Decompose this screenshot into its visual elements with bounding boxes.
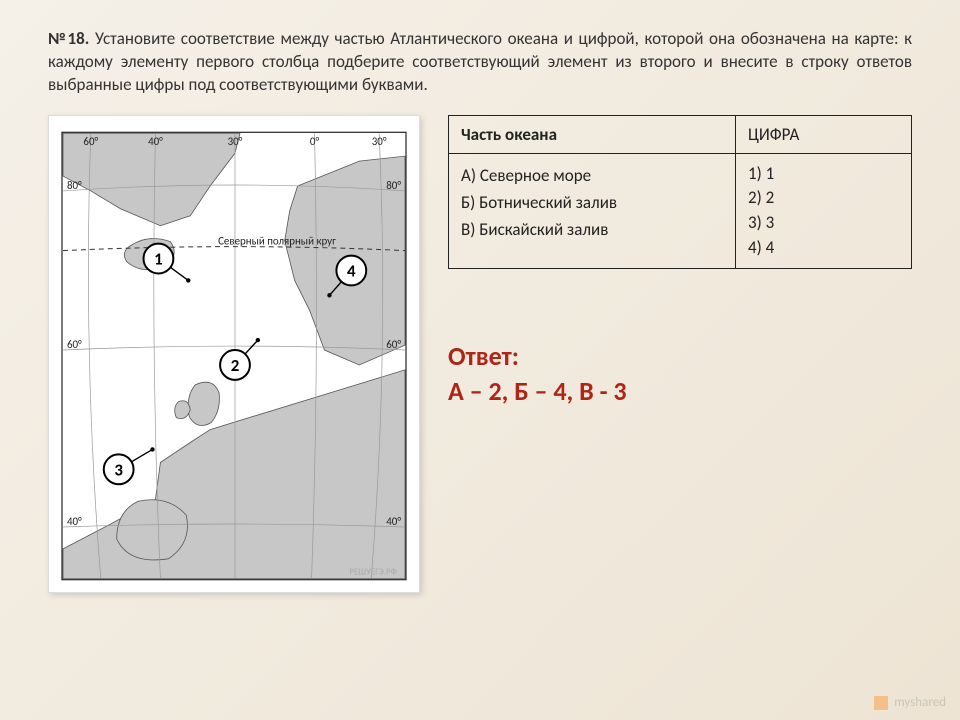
digit-2: 2) 2 [748,186,899,211]
digit-4: 4) 4 [748,236,899,261]
map-marker-label: 4 [347,260,356,281]
arctic-circle-label: Северный полярный круг [218,234,336,247]
question-text: №18. Установите соответствие между часть… [48,28,912,97]
lon-tick: 30° [372,135,387,148]
lat-tick: 40° [386,515,401,528]
lon-tick: 60° [83,135,98,148]
option-b: Б) Ботнический залив [461,189,723,216]
question-number: №18. [48,28,89,49]
lat-tick: 60° [67,338,82,351]
footer-brand: myshared [894,695,946,710]
answer-label: Ответ: [448,339,912,374]
table-header-left: Часть океана [461,124,557,145]
lon-tick: 30° [228,135,243,148]
map-container: Северный полярный круг 60° 40° 30° 0° 30… [48,115,420,593]
answer-block: Ответ: А – 2, Б – 4, В - 3 [448,339,912,409]
logo-square-icon [874,696,888,710]
map-marker-label: 1 [154,248,163,269]
option-c: В) Бискайский залив [461,216,723,243]
footer-watermark: myshared [874,695,946,710]
lat-tick: 80° [386,179,401,192]
option-a: А) Северное море [461,162,723,189]
lat-tick: 60° [386,338,401,351]
map-watermark: РЕШУЕГЭ.РФ [349,567,396,578]
lon-tick: 40° [148,135,163,148]
question-body: Установите соответствие между частью Атл… [48,28,912,95]
lon-tick: 0° [310,135,320,148]
answer-line: А – 2, Б – 4, В - 3 [448,374,912,409]
table-header-right: ЦИФРА [748,124,799,145]
digit-3: 3) 3 [748,211,899,236]
lat-tick: 80° [67,179,82,192]
digit-1: 1) 1 [748,162,899,187]
map-svg: Северный полярный круг 60° 40° 30° 0° 30… [61,130,407,582]
matching-table: Часть океана ЦИФРА А) Северное море Б) Б… [448,115,912,270]
map-marker-label: 2 [231,355,240,376]
lat-tick: 40° [67,515,82,528]
map-marker-label: 3 [114,459,123,480]
